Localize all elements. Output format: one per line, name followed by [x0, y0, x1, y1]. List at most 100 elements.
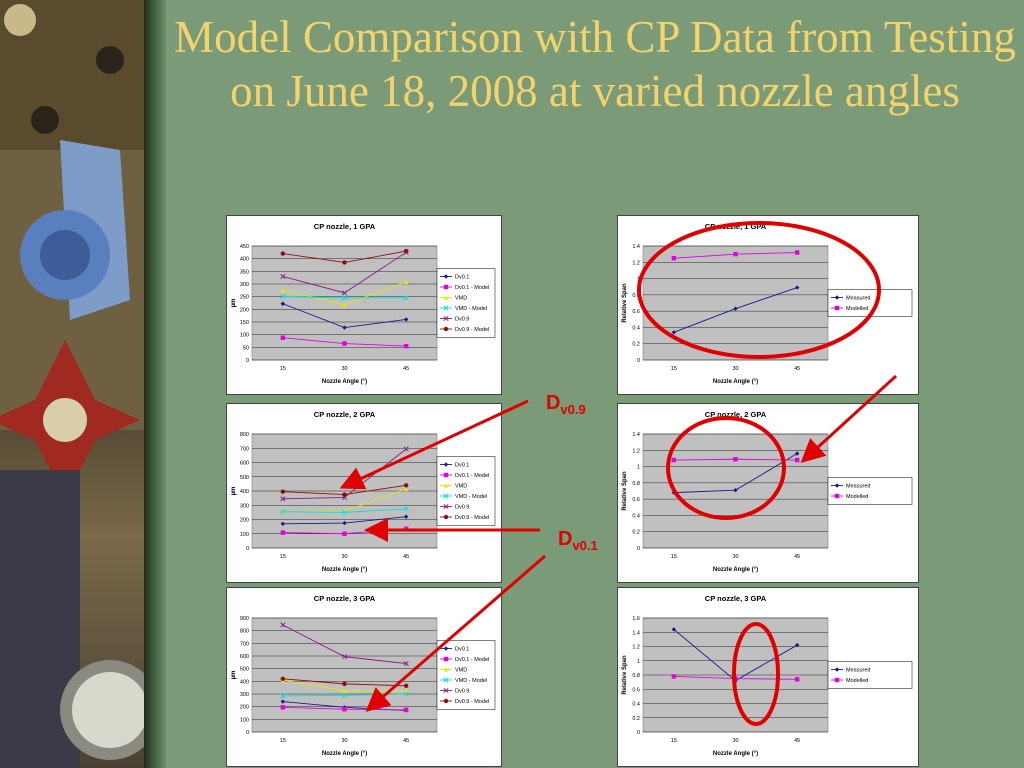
legend-label: Dv0.1: [455, 647, 469, 653]
y-tick-label: 0.6: [632, 309, 640, 315]
chart-um-2gpa: CP nozzle, 2 GPA 0 100 200 300 400 500 600 700 80…: [226, 403, 502, 583]
data-point: [794, 457, 800, 463]
callout-dv09-letter: D: [546, 392, 561, 414]
y-tick-label: 0.8: [632, 481, 640, 487]
data-point: [280, 496, 286, 502]
y-tick-label: 250: [240, 295, 249, 301]
chart-title: CP nozzle, 2 GPA: [705, 410, 767, 419]
x-tick-label: 45: [794, 554, 800, 560]
x-tick-label: 30: [341, 738, 347, 744]
legend-label: Dv0.1: [455, 275, 469, 281]
data-point: [403, 707, 409, 713]
x-tick-label: 30: [341, 554, 347, 560]
legend-marker: [443, 326, 449, 332]
chart-title: CP nozzle, 3 GPA: [314, 594, 376, 603]
y-tick-label: 400: [240, 257, 249, 263]
data-point: [280, 301, 286, 306]
y-tick-label: 1.2: [632, 260, 640, 266]
legend-marker: [834, 483, 840, 488]
legend-label: Dv0.9: [455, 317, 469, 323]
data-point: [671, 256, 677, 261]
legend: [827, 289, 913, 317]
chart-span-3gpa: CP nozzle, 3 GPA 0 0.2 0.4 0.6 0.8 1 1.2 1.4 1.6 1…: [617, 587, 919, 767]
y-tick-label: 1.4: [632, 630, 640, 636]
chart-title: CP nozzle, 2 GPA: [314, 410, 376, 419]
legend-label: Modelled: [846, 306, 868, 312]
chart-span-2gpa: CP nozzle, 2 GPA 0 0.2 0.4 0.6 0.8 1 1.2 1.4 15 30…: [617, 403, 919, 583]
data-point: [280, 251, 286, 256]
y-tick-label: 0: [246, 730, 249, 736]
data-point: [403, 248, 409, 254]
x-tick-label: 45: [403, 738, 409, 744]
legend-label: Modelled: [846, 494, 868, 500]
legend-label: Dv0.9 - Model: [455, 515, 489, 521]
data-point: [280, 273, 286, 279]
y-tick-label: 0.4: [632, 325, 640, 331]
data-point: [403, 506, 409, 512]
y-tick-label: 1.2: [632, 448, 640, 454]
y-tick-label: 200: [240, 518, 249, 524]
y-tick-label: 500: [240, 475, 249, 481]
legend-marker: [443, 698, 449, 704]
legend-label: Dv0.9: [455, 689, 469, 695]
data-point: [403, 683, 409, 688]
x-axis-label: Nozzle Angle (°): [713, 567, 758, 573]
y-tick-label: 450: [240, 244, 249, 250]
slide-title: Model Comparison with CP Data from Testi…: [174, 12, 1016, 116]
y-tick-label: 0.2: [632, 716, 640, 722]
y-tick-label: 150: [240, 320, 249, 326]
y-axis-label: µm: [231, 299, 237, 308]
data-point: [794, 250, 800, 255]
y-tick-label: 0: [637, 730, 640, 736]
legend-label: VMD: [455, 484, 467, 490]
x-tick-label: 15: [280, 366, 286, 372]
data-point: [342, 707, 347, 712]
x-tick-label: 45: [403, 366, 409, 372]
data-point: [280, 705, 286, 710]
data-point: [403, 317, 409, 322]
data-point: [342, 341, 347, 346]
legend-label: Measured: [846, 668, 870, 674]
y-tick-label: 50: [243, 345, 249, 351]
y-tick-label: 800: [240, 432, 249, 438]
y-tick-label: 600: [240, 461, 249, 467]
y-tick-label: 0.4: [632, 702, 640, 708]
y-tick-label: 1: [637, 659, 640, 665]
x-axis-label: Nozzle Angle (°): [322, 751, 367, 757]
y-tick-label: 100: [240, 333, 249, 339]
legend-marker: [443, 656, 449, 662]
y-axis-label: µm: [231, 671, 237, 680]
legend-marker: [443, 503, 449, 510]
x-axis-label: Nozzle Angle (°): [322, 567, 367, 573]
x-axis-label: Nozzle Angle (°): [322, 379, 367, 385]
y-tick-label: 0.6: [632, 497, 640, 503]
data-point: [341, 692, 348, 698]
data-point: [280, 676, 286, 681]
y-tick-label: 400: [240, 489, 249, 495]
y-axis-label: Relative Span: [622, 471, 628, 511]
x-axis-label: Nozzle Angle (°): [713, 751, 758, 757]
y-tick-label: 0.8: [632, 673, 640, 679]
chart-title: CP nozzle, 1 GPA: [314, 222, 376, 231]
y-tick-label: 0: [637, 546, 640, 552]
sidebar-edge: [144, 0, 166, 768]
callout-dv01-letter: D: [558, 528, 573, 550]
legend-label: Dv0.1 - Model: [455, 657, 489, 663]
data-point: [280, 294, 286, 300]
x-tick-label: 15: [671, 738, 677, 744]
data-point: [341, 295, 348, 301]
legend: [436, 268, 496, 338]
data-point: [794, 677, 800, 682]
y-tick-label: 900: [240, 616, 249, 622]
y-tick-label: 0.4: [632, 513, 640, 519]
callout-dv09-subscript: v0.9: [560, 402, 586, 417]
data-point: [403, 486, 409, 492]
legend-marker: [443, 472, 449, 478]
x-tick-label: 30: [732, 366, 738, 372]
data-point: [671, 674, 677, 679]
plot-area: [251, 617, 438, 733]
y-tick-label: 700: [240, 446, 249, 452]
data-point: [403, 343, 409, 349]
legend-label: VMD - Model: [455, 494, 487, 500]
legend-label: Measured: [846, 296, 870, 302]
